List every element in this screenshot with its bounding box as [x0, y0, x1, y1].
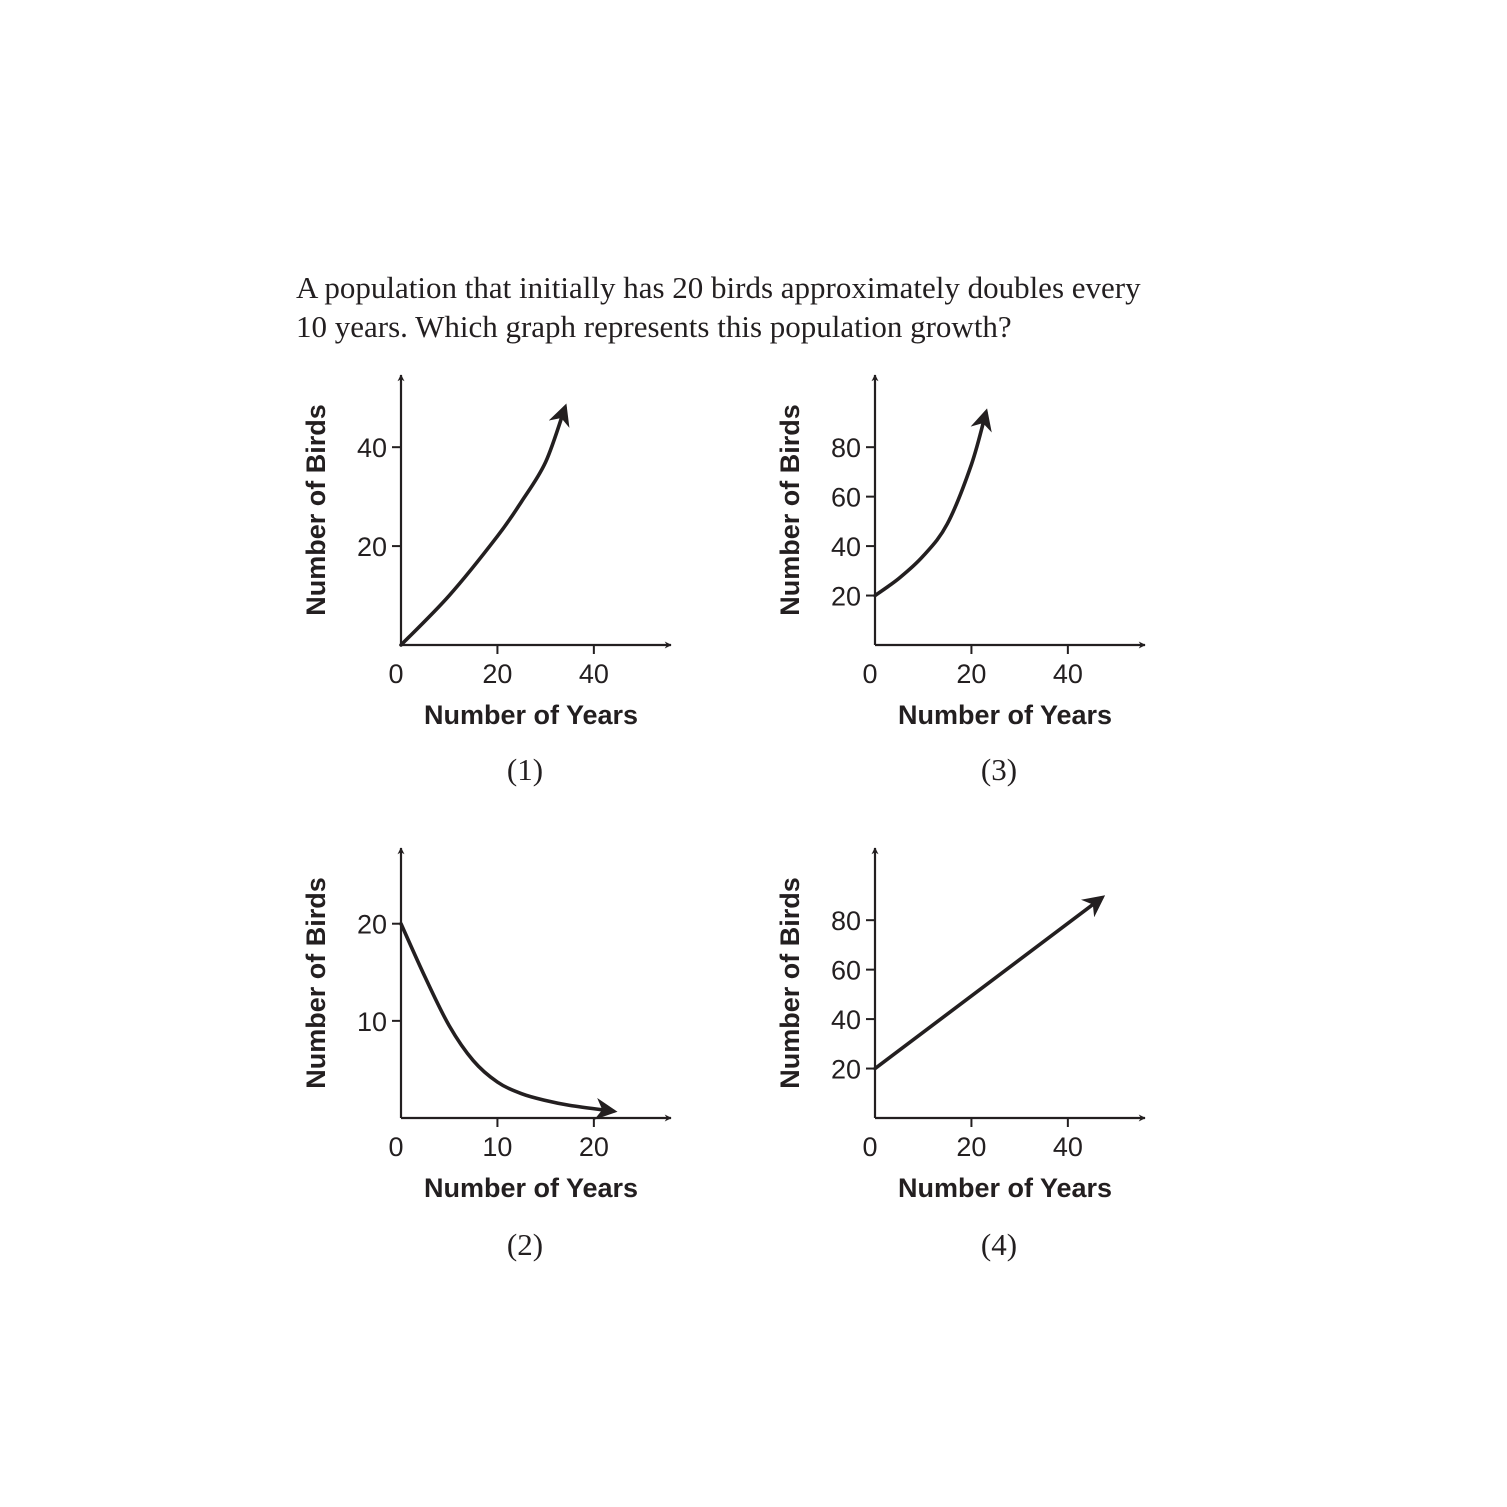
y-tick-label: 80 — [831, 906, 861, 936]
graph-caption: (4) — [981, 1227, 1017, 1262]
data-curve — [399, 403, 570, 647]
y-tick-label: 40 — [357, 433, 387, 463]
graph-2: 0 10 20 10 20 Number of Years Number of Birds (… — [301, 847, 672, 1262]
graph-4: 0 20 40 20 40 60 80 Number of Years Number of Bi… — [775, 847, 1146, 1262]
x-tick-label: 40 — [579, 659, 609, 689]
question-line-2: 10 years. Which graph represents this po… — [296, 309, 1012, 344]
x-tick-label: 20 — [956, 659, 986, 689]
graph-caption: (3) — [981, 752, 1017, 787]
y-axis-label: Number of Birds — [301, 877, 331, 1089]
x-tick-label: 0 — [388, 659, 403, 689]
x-tick-label: 40 — [1053, 1132, 1083, 1162]
question-text: A population that initially has 20 birds… — [296, 268, 1226, 346]
y-tick-label: 40 — [831, 1005, 861, 1035]
data-curve — [873, 895, 1106, 1071]
question-line-1: A population that initially has 20 birds… — [296, 270, 1141, 305]
y-tick-label: 20 — [357, 910, 387, 940]
x-tick-label: 0 — [862, 1132, 877, 1162]
y-axis-label: Number of Birds — [775, 404, 805, 616]
x-axis-label: Number of Years — [898, 700, 1112, 730]
data-curve — [873, 408, 992, 598]
data-curve — [399, 921, 618, 1120]
graph-caption: (1) — [507, 752, 543, 787]
x-tick-label: 40 — [1053, 659, 1083, 689]
y-axis-label: Number of Birds — [301, 404, 331, 616]
y-tick-label: 10 — [357, 1007, 387, 1037]
graph-caption: (2) — [507, 1227, 543, 1262]
x-tick-label: 0 — [862, 659, 877, 689]
x-tick-label: 20 — [482, 659, 512, 689]
y-tick-label: 60 — [831, 483, 861, 513]
y-tick-label: 20 — [357, 532, 387, 562]
y-tick-label: 20 — [831, 582, 861, 612]
x-axis-label: Number of Years — [898, 1173, 1112, 1203]
y-tick-label: 40 — [831, 532, 861, 562]
y-tick-label: 20 — [831, 1055, 861, 1085]
graph-3: 0 20 40 20 40 60 80 Number of Years Number of Bi… — [775, 374, 1146, 787]
y-tick-label: 60 — [831, 956, 861, 986]
y-tick-label: 80 — [831, 433, 861, 463]
x-tick-label: 0 — [388, 1132, 403, 1162]
x-tick-label: 20 — [579, 1132, 609, 1162]
x-axis-label: Number of Years — [424, 700, 638, 730]
y-axis-label: Number of Birds — [775, 877, 805, 1089]
x-tick-label: 20 — [956, 1132, 986, 1162]
x-tick-label: 10 — [482, 1132, 512, 1162]
x-axis-label: Number of Years — [424, 1173, 638, 1203]
graph-1: 0 20 40 20 40 Number of Years Number of Birds (… — [301, 374, 672, 787]
